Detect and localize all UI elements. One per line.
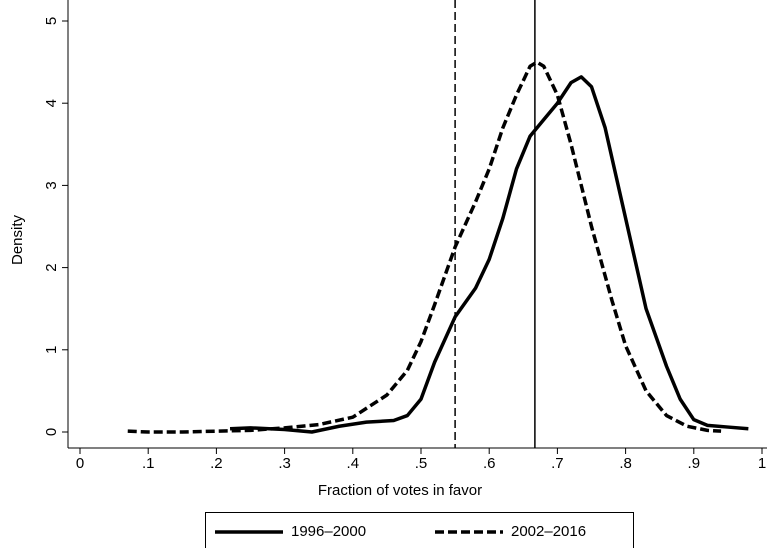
x-axis-title: Fraction of votes in favor	[318, 482, 482, 499]
x-tick-label: .1	[142, 455, 155, 472]
x-tick-label: 0	[76, 455, 84, 472]
density-line	[229, 75, 749, 434]
legend-label: 2002–2016	[511, 523, 586, 540]
y-axis-title: Density	[9, 214, 26, 265]
y-tick-label: 3	[43, 181, 60, 189]
x-tick-label: .7	[551, 455, 564, 472]
legend-label: 1996–2000	[291, 523, 366, 540]
x-tick-label: .9	[688, 455, 701, 472]
x-tick-label: 1	[758, 455, 766, 472]
density-line	[127, 60, 722, 434]
y-tick-label: 4	[43, 99, 60, 107]
y-tick-label: 2	[43, 263, 60, 271]
x-tick-label: .3	[278, 455, 291, 472]
x-tick-label: .4	[347, 455, 360, 472]
y-tick-label: 5	[43, 17, 60, 25]
x-tick-label: .6	[483, 455, 496, 472]
x-tick-label: .8	[619, 455, 632, 472]
legend-box	[205, 512, 634, 548]
x-tick-label: .5	[415, 455, 428, 472]
x-tick-label: .2	[210, 455, 223, 472]
y-tick-label: 1	[43, 346, 60, 354]
y-tick-label: 0	[43, 428, 60, 436]
